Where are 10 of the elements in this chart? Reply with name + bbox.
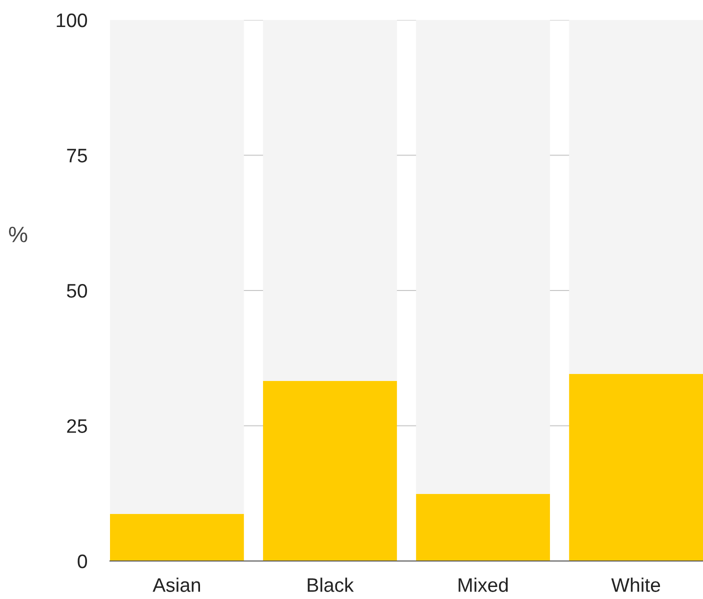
y-tick-label: 25 bbox=[67, 419, 87, 433]
y-tick-label: 0 bbox=[78, 554, 88, 568]
x-tick-label: Mixed bbox=[458, 578, 508, 592]
y-axis-title: % bbox=[8, 226, 28, 242]
x-tick-label: Black bbox=[308, 578, 354, 592]
y-tick-label: 100 bbox=[56, 13, 88, 28]
x-tick-label: White bbox=[611, 578, 660, 592]
y-tick-label: 75 bbox=[67, 148, 87, 162]
x-tick-label: Asian bbox=[152, 578, 200, 592]
y-tick-label: 50 bbox=[66, 284, 88, 298]
